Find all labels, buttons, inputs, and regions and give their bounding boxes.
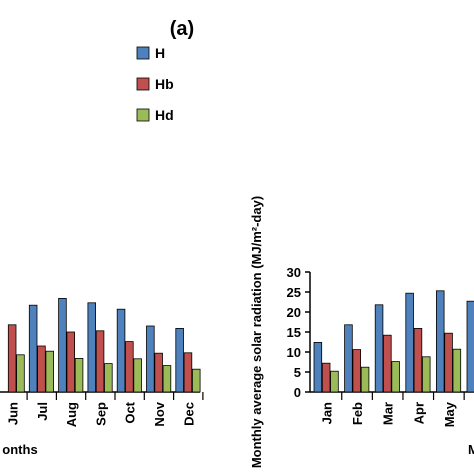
bar-hd-nov xyxy=(163,366,171,392)
legend: H Hb Hd xyxy=(137,45,174,123)
y-tick-label: 20 xyxy=(287,305,301,320)
bar-h-oct xyxy=(117,309,125,392)
x-tick-label: Sep xyxy=(93,402,108,426)
y-tick-label: 15 xyxy=(287,325,301,340)
bar-h-jan xyxy=(314,342,322,392)
bar-hb-sep xyxy=(96,331,104,392)
x-axis-title: M xyxy=(468,442,474,457)
x-tick-label: Nov xyxy=(152,401,167,426)
bar-hd-sep xyxy=(105,364,113,392)
bar-hb-aug xyxy=(67,332,75,392)
bar-h-may xyxy=(436,291,444,392)
bar-h-feb xyxy=(345,325,353,392)
y-tick-label: 25 xyxy=(287,285,301,300)
x-tick-label: Mar xyxy=(381,402,396,425)
x-axis-title: onths xyxy=(2,442,37,457)
bar-hb-jul xyxy=(38,346,46,392)
bar-h-nov xyxy=(147,326,155,392)
bar-h-dec xyxy=(176,328,184,392)
x-tick-label: Feb xyxy=(350,402,365,425)
bar-hd-feb xyxy=(361,367,369,392)
legend-label-hb: Hb xyxy=(155,76,174,92)
bar-hd-apr xyxy=(422,357,430,392)
x-tick-label: Jul xyxy=(35,402,50,421)
bar-hb-feb xyxy=(353,350,361,392)
bar-hd-mar xyxy=(392,362,400,392)
chart-panel-2: 0 5 10 15 20 25 30 Monthly average solar radiat… xyxy=(249,196,474,468)
legend-swatch-hd xyxy=(137,109,149,121)
x-tick-label: Oct xyxy=(123,401,138,423)
bar-hd-aug xyxy=(75,358,83,392)
bar-h-partial xyxy=(467,301,474,392)
legend-swatch-hb xyxy=(137,78,149,90)
bar-h-apr xyxy=(406,293,414,392)
bar-h-sep xyxy=(88,303,96,392)
bar-hb-jan xyxy=(322,363,330,392)
x-tick-label: Jun xyxy=(5,402,20,425)
x-tick-label: Aug xyxy=(64,402,79,427)
x-tick-label: Jan xyxy=(319,402,334,424)
panel-label: (a) xyxy=(170,18,194,40)
y-tick-label: 5 xyxy=(294,365,301,380)
bar-hd-may xyxy=(453,349,461,392)
bar-hd-jul xyxy=(46,351,54,392)
y-tick-label: 0 xyxy=(294,385,301,400)
bar-hb-jun xyxy=(8,325,16,392)
legend-swatch-h xyxy=(137,47,149,59)
bar-hd-oct xyxy=(134,359,142,392)
bar-h-aug xyxy=(59,298,67,392)
y-axis-title: Monthly average solar radiation (MJ/m²-d… xyxy=(249,196,264,468)
bar-hb-apr xyxy=(414,328,422,392)
bar-hd-jan xyxy=(331,371,339,392)
bar-hb-dec xyxy=(184,353,192,392)
bar-hb-nov xyxy=(155,353,163,392)
chart-panel-1: Jun Jul Aug Sep Oct Nov Dec onths (a) H Hb Hd xyxy=(0,18,203,457)
bar-hd-jun xyxy=(17,355,25,392)
x-tick-label: Dec xyxy=(181,402,196,426)
x-tick-label: May xyxy=(442,401,457,427)
bar-hb-oct xyxy=(126,342,134,392)
bar-h-mar xyxy=(375,305,383,392)
legend-label-hd: Hd xyxy=(155,107,174,123)
legend-label-h: H xyxy=(155,45,165,61)
y-tick-label: 10 xyxy=(287,345,301,360)
bar-hd-dec xyxy=(192,369,200,392)
x-tick-label: Apr xyxy=(411,402,426,424)
y-tick-label: 30 xyxy=(287,265,301,280)
bar-hb-mar xyxy=(384,335,392,392)
bar-h-jul xyxy=(29,305,37,392)
bar-hb-may xyxy=(445,333,453,392)
